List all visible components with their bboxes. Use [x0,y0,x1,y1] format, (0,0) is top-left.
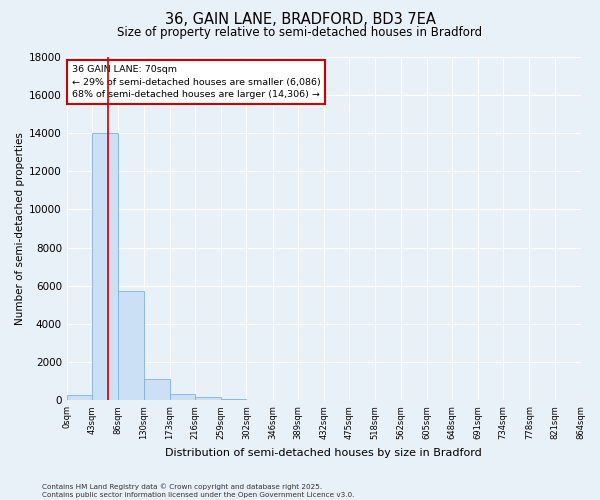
Y-axis label: Number of semi-detached properties: Number of semi-detached properties [15,132,25,325]
Bar [67,394,92,400]
Bar [195,398,221,400]
Text: 36 GAIN LANE: 70sqm
← 29% of semi-detached houses are smaller (6,086)
68% of sem: 36 GAIN LANE: 70sqm ← 29% of semi-detach… [72,65,320,99]
Text: 36, GAIN LANE, BRADFORD, BD3 7EA: 36, GAIN LANE, BRADFORD, BD3 7EA [164,12,436,28]
Text: Contains HM Land Registry data © Crown copyright and database right 2025.
Contai: Contains HM Land Registry data © Crown c… [42,484,355,498]
Bar [118,292,144,401]
Bar [144,380,170,400]
Bar [170,394,195,400]
Text: Size of property relative to semi-detached houses in Bradford: Size of property relative to semi-detach… [118,26,482,39]
Bar [92,133,118,400]
X-axis label: Distribution of semi-detached houses by size in Bradford: Distribution of semi-detached houses by … [165,448,482,458]
